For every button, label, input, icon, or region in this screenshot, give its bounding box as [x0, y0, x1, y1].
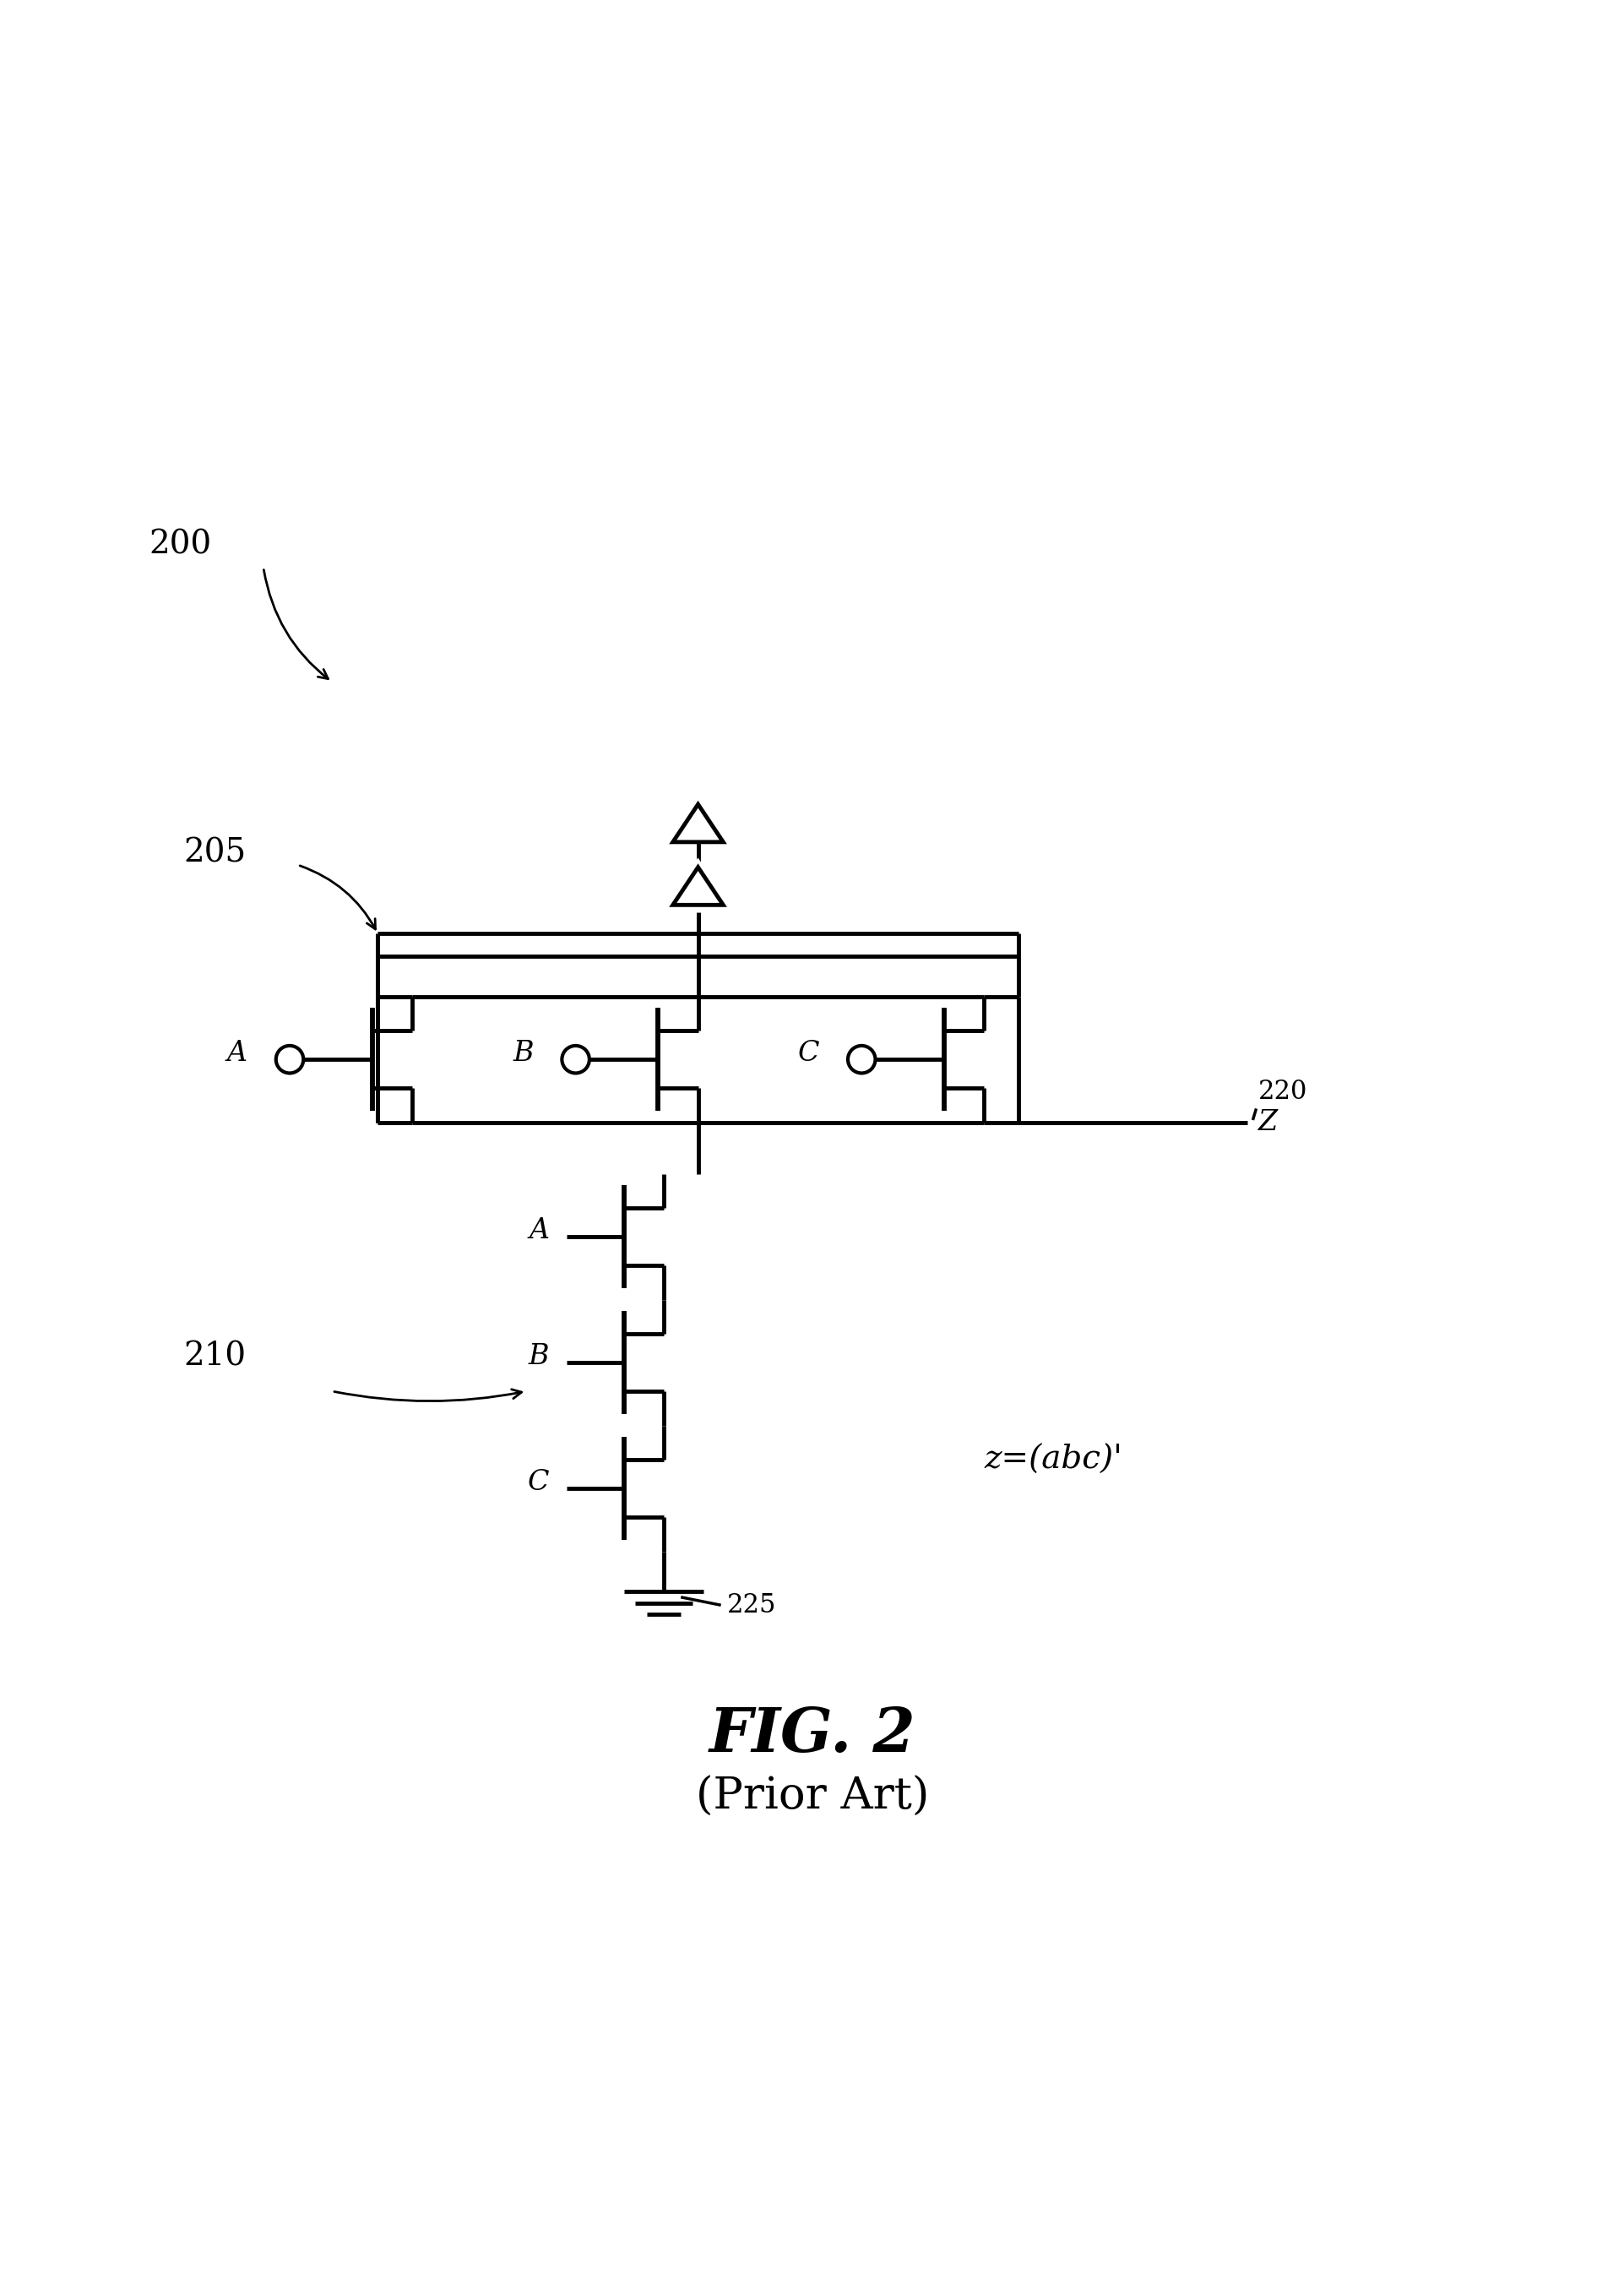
- FancyArrowPatch shape: [263, 570, 328, 679]
- FancyArrowPatch shape: [335, 1390, 521, 1402]
- Text: Z: Z: [1259, 1110, 1278, 1135]
- Text: z=(abc)': z=(abc)': [984, 1445, 1122, 1475]
- Text: 225: 225: [726, 1593, 776, 1618]
- Polygon shape: [672, 804, 723, 841]
- Text: C: C: [528, 1470, 549, 1497]
- FancyArrowPatch shape: [300, 866, 375, 930]
- Polygon shape: [672, 868, 723, 905]
- Text: FIG. 2: FIG. 2: [708, 1705, 916, 1764]
- Text: (Prior Art): (Prior Art): [695, 1775, 929, 1819]
- Text: 220: 220: [1259, 1078, 1307, 1105]
- Text: B: B: [528, 1342, 549, 1370]
- Text: A: A: [529, 1217, 549, 1244]
- Polygon shape: [667, 861, 729, 912]
- Text: 210: 210: [184, 1342, 245, 1372]
- Text: B: B: [512, 1039, 533, 1067]
- Text: A: A: [227, 1039, 247, 1067]
- Text: C: C: [797, 1039, 818, 1067]
- Text: 200: 200: [149, 529, 211, 561]
- Text: 205: 205: [184, 839, 245, 868]
